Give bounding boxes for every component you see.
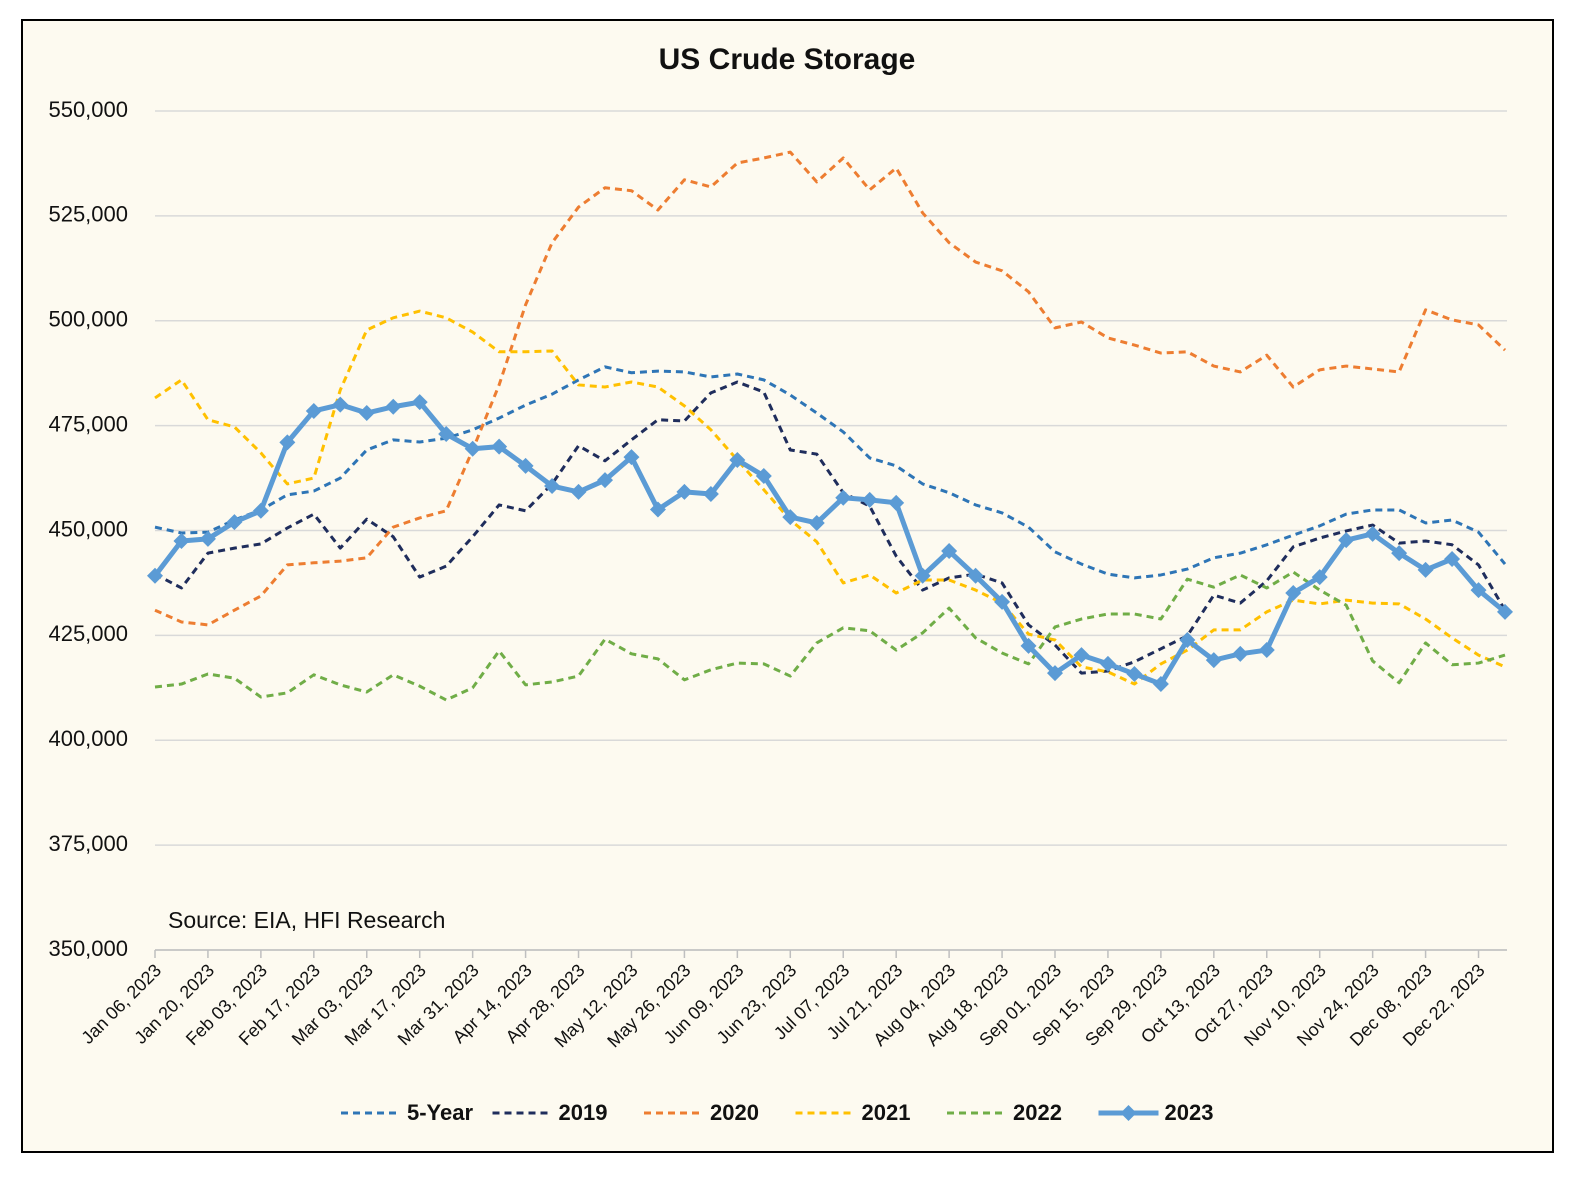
data-marker <box>967 567 984 584</box>
data-marker <box>1364 525 1381 542</box>
data-marker <box>676 483 693 500</box>
legend-label: 5-Year <box>407 1100 473 1125</box>
y-tick-label: 400,000 <box>48 726 128 751</box>
data-marker <box>1047 665 1063 682</box>
data-marker <box>332 396 349 413</box>
data-marker <box>279 434 296 451</box>
data-marker <box>1391 545 1408 562</box>
data-marker <box>623 449 640 466</box>
data-marker <box>888 494 905 511</box>
data-marker <box>914 567 931 584</box>
legend-label: 2021 <box>862 1100 911 1125</box>
y-tick-label: 475,000 <box>48 411 128 436</box>
data-marker <box>1205 652 1222 669</box>
data-marker <box>1470 582 1487 599</box>
data-marker <box>464 440 481 457</box>
chart-title: US Crude Storage <box>659 43 916 76</box>
data-marker <box>491 438 508 455</box>
data-marker <box>199 530 216 547</box>
data-marker <box>1099 655 1116 672</box>
data-marker <box>305 402 322 419</box>
data-marker <box>1152 676 1169 693</box>
data-marker <box>1417 561 1434 578</box>
data-marker <box>147 567 163 584</box>
data-marker <box>1126 665 1143 682</box>
data-marker <box>755 467 772 484</box>
y-tick-label: 450,000 <box>48 516 128 541</box>
data-marker <box>941 543 958 560</box>
y-tick-label: 500,000 <box>48 307 128 332</box>
legend-marker <box>1120 1105 1137 1121</box>
data-marker <box>1179 631 1196 648</box>
legend-label: 2020 <box>710 1100 759 1125</box>
data-marker <box>411 394 428 411</box>
data-marker <box>1444 551 1461 568</box>
data-marker <box>1258 642 1275 659</box>
data-marker <box>782 509 799 526</box>
y-tick-label: 375,000 <box>48 831 128 856</box>
data-marker <box>570 483 587 500</box>
data-marker <box>1020 637 1037 654</box>
data-marker <box>358 405 375 422</box>
data-marker <box>597 472 613 489</box>
data-marker <box>226 514 243 531</box>
series-line <box>153 399 1507 687</box>
data-marker <box>808 514 825 531</box>
series-line <box>154 309 1506 686</box>
legend-label: 2022 <box>1013 1100 1062 1125</box>
data-marker <box>517 457 534 474</box>
series-line <box>154 150 1507 627</box>
series-line <box>154 380 1507 675</box>
legend-label: 2023 <box>1165 1100 1214 1125</box>
data-marker <box>173 532 190 549</box>
legend-label: 2019 <box>559 1100 608 1125</box>
data-marker <box>835 489 852 506</box>
y-tick-label: 550,000 <box>48 97 128 122</box>
data-marker <box>1073 647 1090 664</box>
data-marker <box>1285 585 1302 602</box>
data-marker <box>861 491 878 508</box>
data-marker <box>1232 645 1249 662</box>
annotation: Source: EIA, HFI Research <box>168 907 445 933</box>
data-marker <box>1497 603 1513 620</box>
y-tick-label: 425,000 <box>48 621 128 646</box>
y-tick-label: 350,000 <box>48 936 128 961</box>
data-marker <box>649 501 666 518</box>
data-marker <box>252 502 269 519</box>
data-marker <box>438 426 455 443</box>
data-marker <box>544 478 561 495</box>
series-line <box>154 570 1506 702</box>
data-marker <box>385 398 402 415</box>
data-marker <box>702 486 719 503</box>
data-marker <box>729 452 746 469</box>
data-marker <box>994 593 1011 610</box>
data-marker <box>1311 569 1328 586</box>
y-tick-label: 525,000 <box>48 202 128 227</box>
chart-frame <box>21 19 1554 1153</box>
data-marker <box>1338 532 1355 549</box>
